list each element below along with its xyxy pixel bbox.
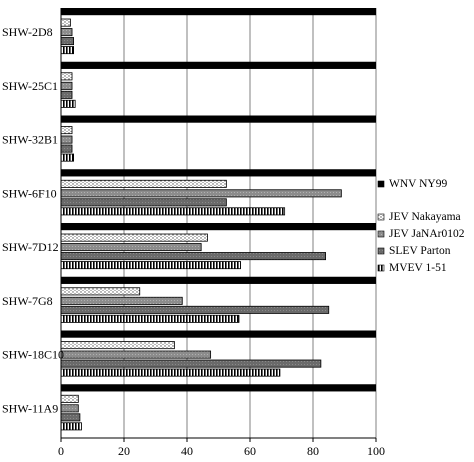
bar-shw-11a9-wnv-ny99 bbox=[61, 384, 376, 392]
bar-shw-25c1-mvev-1-51 bbox=[60, 99, 76, 108]
bar-shw-7d12-mvev-1-51 bbox=[60, 261, 241, 270]
legend-swatch-jev-janar0102 bbox=[377, 230, 385, 238]
bar-shw-32b1-jev-janar0102 bbox=[60, 135, 73, 144]
bar-shw-11a9-slev-parton bbox=[60, 413, 81, 422]
bar-shw-11a9-jev-nakayama bbox=[60, 394, 79, 403]
bar-shw-25c1-wnv-ny99 bbox=[61, 61, 376, 69]
legend-swatch-mvev-1-51 bbox=[377, 264, 385, 272]
bar-shw-2d8-slev-parton bbox=[60, 37, 74, 46]
bar-shw-11a9-mvev-1-51 bbox=[60, 422, 82, 431]
x-tick-label-0: 0 bbox=[58, 444, 64, 457]
axis-layer: 0 20 40 60 80 100 bbox=[58, 8, 385, 458]
legend-swatch-wnv-ny99 bbox=[377, 180, 385, 188]
legend: WNV NY99 JEV Nakayama JEV JaNAr0102 SLEV Pa… bbox=[377, 178, 465, 274]
legend-label-jev-janar0102: JEV JaNAr0102 bbox=[389, 228, 465, 240]
bar-shw-2d8-jev-janar0102 bbox=[60, 28, 73, 37]
bar-shw-6f10-jev-janar0102 bbox=[60, 189, 342, 198]
bar-shw-18c10-mvev-1-51 bbox=[60, 368, 281, 377]
bar-shw-11a9-jev-janar0102 bbox=[60, 404, 79, 413]
bar-shw-6f10-wnv-ny99 bbox=[61, 169, 376, 177]
bar-shw-2d8-wnv-ny99 bbox=[61, 8, 376, 16]
bar-shw-18c10-jev-janar0102 bbox=[60, 350, 212, 359]
bar-shw-6f10-slev-parton bbox=[60, 198, 227, 207]
x-tick-label-60: 60 bbox=[244, 444, 256, 457]
category-label-shw-32b1: SHW-32B1 bbox=[2, 133, 58, 147]
bar-shw-6f10-mvev-1-51 bbox=[60, 207, 286, 216]
bar-shw-7d12-slev-parton bbox=[60, 252, 327, 261]
bar-shw-7d12-jev-nakayama bbox=[60, 233, 208, 242]
bar-shw-7d12-wnv-ny99 bbox=[61, 223, 376, 231]
category-label-shw-11a9: SHW-11A9 bbox=[2, 401, 58, 415]
bar-shw-7g8-mvev-1-51 bbox=[60, 314, 240, 323]
bar-shw-2d8-mvev-1-51 bbox=[60, 46, 74, 55]
legend-label-slev-parton: SLEV Parton bbox=[389, 245, 451, 257]
bar-shw-7g8-wnv-ny99 bbox=[61, 276, 376, 284]
bar-shw-32b1-slev-parton bbox=[60, 144, 73, 153]
bar-shw-7g8-jev-nakayama bbox=[60, 287, 141, 296]
bar-shw-32b1-mvev-1-51 bbox=[60, 153, 74, 162]
bar-shw-7g8-slev-parton bbox=[60, 305, 330, 314]
category-label-shw-25c1: SHW-25C1 bbox=[2, 79, 58, 93]
x-tick-label-20: 20 bbox=[118, 444, 130, 457]
legend-label-mvev-1-51: MVEV 1-51 bbox=[389, 262, 447, 274]
bar-shw-18c10-wnv-ny99 bbox=[61, 330, 376, 338]
legend-label-jev-nakayama: JEV Nakayama bbox=[389, 211, 461, 223]
x-tick-label-100: 100 bbox=[367, 444, 385, 457]
x-tick-label-80: 80 bbox=[307, 444, 319, 457]
bar-shw-7g8-jev-janar0102 bbox=[60, 296, 183, 305]
bar-shw-18c10-slev-parton bbox=[60, 359, 322, 368]
bar-shw-2d8-jev-nakayama bbox=[60, 18, 71, 27]
legend-swatch-jev-nakayama bbox=[377, 213, 385, 221]
legend-swatch-slev-parton bbox=[377, 247, 385, 255]
category-label-shw-7d12: SHW-7D12 bbox=[2, 240, 59, 254]
bar-shw-25c1-jev-janar0102 bbox=[60, 81, 73, 90]
category-label-shw-6f10: SHW-6F10 bbox=[2, 186, 57, 200]
bars-layer bbox=[60, 8, 376, 431]
category-label-shw-7g8: SHW-7G8 bbox=[2, 294, 53, 308]
bar-shw-6f10-jev-nakayama bbox=[60, 179, 227, 188]
category-labels: SHW-2D8 SHW-25C1 SHW-32B1 SHW-6F10 SHW-7D12 S… bbox=[2, 25, 64, 415]
x-tick-label-40: 40 bbox=[181, 444, 193, 457]
category-label-shw-2d8: SHW-2D8 bbox=[2, 25, 53, 39]
bar-shw-32b1-wnv-ny99 bbox=[61, 115, 376, 123]
bar-shw-18c10-jev-nakayama bbox=[60, 341, 175, 350]
bar-shw-7d12-jev-janar0102 bbox=[60, 243, 202, 252]
legend-label-wnv-ny99: WNV NY99 bbox=[389, 178, 447, 190]
bar-shw-25c1-slev-parton bbox=[60, 90, 73, 99]
bar-shw-32b1-jev-nakayama bbox=[60, 126, 73, 135]
bar-shw-25c1-jev-nakayama bbox=[60, 72, 73, 81]
category-label-shw-18c10: SHW-18C10 bbox=[2, 348, 64, 362]
